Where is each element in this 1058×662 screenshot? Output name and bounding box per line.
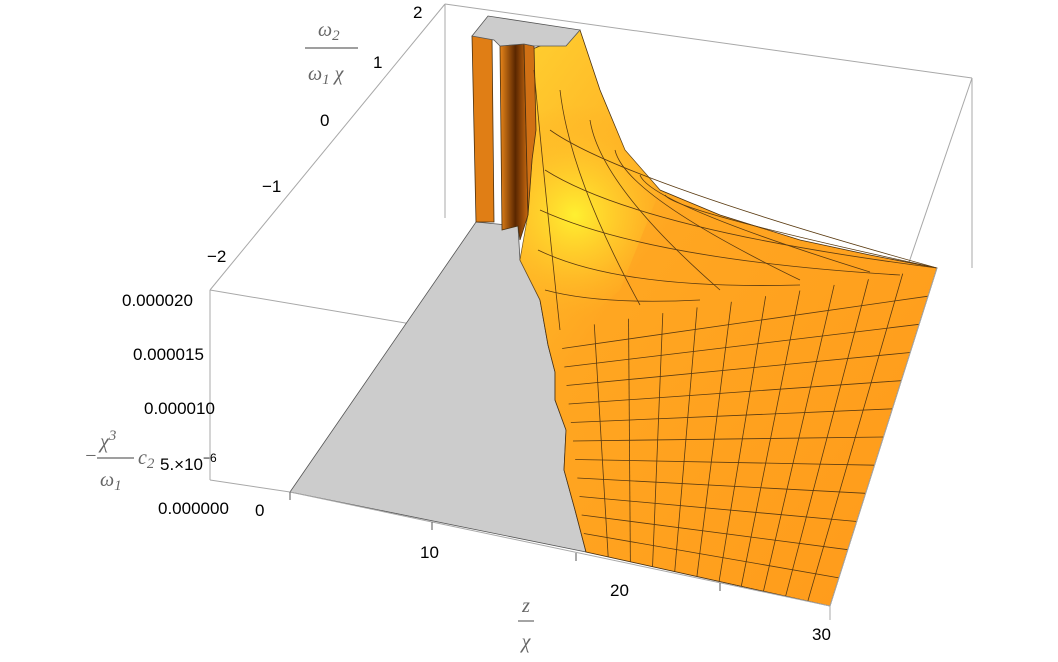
y-tick-label: −2 (207, 247, 226, 266)
svg-text:z: z (521, 595, 530, 617)
svg-text:χ: χ (520, 631, 532, 653)
mesh-line (575, 459, 875, 466)
svg-text:χ3: χ3 (98, 428, 116, 453)
mesh-line (566, 352, 911, 386)
x-tick-label: 30 (812, 625, 831, 644)
x-tick-label: 0 (255, 501, 264, 520)
mesh-line (570, 408, 893, 423)
mesh-curve (664, 194, 938, 269)
mesh-curve (544, 289, 701, 302)
y-axis: −2 −1 0 1 2 (207, 3, 422, 266)
mesh-line (562, 295, 929, 349)
y-axis-label: ω2 ω1 χ (305, 19, 358, 88)
y-tick-label: 1 (373, 53, 382, 72)
x-tick-label: 20 (610, 581, 629, 600)
surface (471, 15, 938, 607)
y-tick-label: 0 (320, 111, 329, 130)
mesh-line (581, 514, 848, 551)
mesh-line (564, 323, 920, 368)
svg-text:c2: c2 (138, 447, 155, 472)
z-tick-label: 0.000010 (144, 399, 215, 418)
surface-mesh (533, 69, 938, 602)
svg-text:−: − (84, 445, 98, 467)
y-tick-label: 2 (413, 3, 422, 22)
mesh-line (579, 496, 857, 522)
mesh-curve (589, 119, 721, 291)
mesh-line (572, 436, 884, 442)
mesh-curve (537, 249, 801, 286)
mesh-curve (559, 89, 641, 306)
mesh-line (568, 380, 902, 405)
mesh-line (577, 477, 866, 494)
z-tick-label: 0.000020 (122, 291, 193, 310)
mesh-curve (614, 149, 801, 281)
mesh-curve (639, 174, 871, 273)
x-axis-label: z χ (518, 595, 534, 653)
mesh-curve (544, 169, 938, 269)
bounding-box-front (209, 267, 938, 620)
svg-text:ω1 χ: ω1 χ (308, 63, 345, 88)
svg-text:ω1: ω1 (100, 469, 122, 494)
mesh-curve (549, 129, 938, 269)
mesh-curve (539, 209, 901, 276)
y-tick-label: −1 (262, 177, 281, 196)
z-tick-label: 0.000000 (158, 499, 229, 518)
x-axis: 0 10 20 30 (255, 492, 831, 644)
x-tick-label: 10 (420, 543, 439, 562)
mesh-line (583, 533, 839, 579)
z-axis-label: − χ3 ω1 c2 (84, 428, 155, 494)
z-tick-label: 5.×10−6 (160, 451, 217, 474)
svg-text:ω2: ω2 (318, 19, 340, 44)
z-axis: 0.000000 5.×10−6 0.000010 0.000015 0.000… (122, 291, 229, 518)
z-tick-label: 0.000015 (133, 345, 204, 364)
